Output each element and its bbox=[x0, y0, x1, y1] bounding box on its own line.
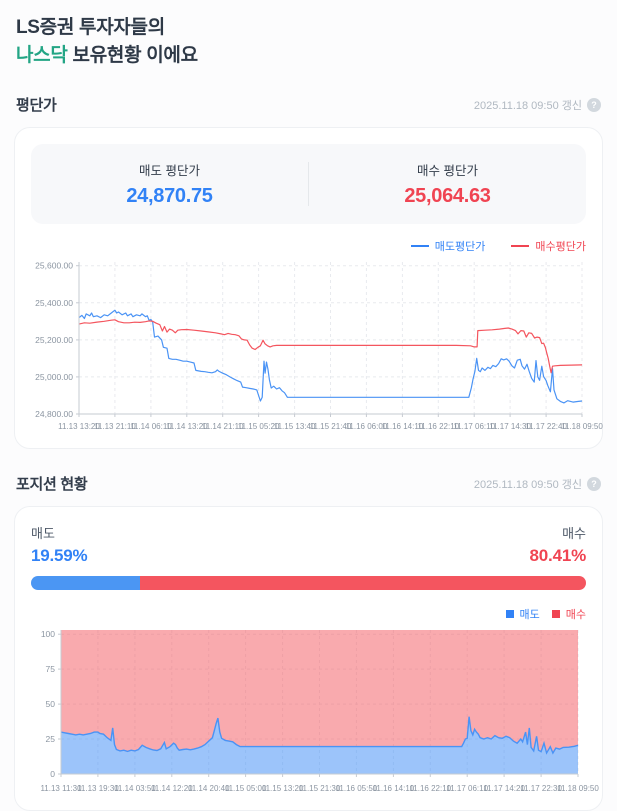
svg-text:11.15 13:20: 11.15 13:20 bbox=[262, 784, 304, 793]
svg-text:11.16 14:10: 11.16 14:10 bbox=[382, 422, 424, 431]
svg-text:11.14 12:20: 11.14 12:20 bbox=[151, 784, 193, 793]
page-title-line1: LS증권 투자자들의 bbox=[16, 17, 165, 38]
svg-text:11.14 06:10: 11.14 06:10 bbox=[130, 422, 172, 431]
page-title-market-accent: 나스닥 bbox=[16, 45, 68, 66]
section-title-position: 포지션 현황 bbox=[16, 476, 88, 493]
svg-text:11.13 19:30: 11.13 19:30 bbox=[77, 784, 119, 793]
svg-text:24,800.00: 24,800.00 bbox=[35, 409, 73, 419]
sell-ratio-segment bbox=[31, 576, 140, 590]
avg-price-summary-box: 매도 평단가 24,870.75 매수 평단가 25,064.63 bbox=[31, 144, 586, 224]
avg-price-updated: 2025.11.18 09:50 갱신 ? bbox=[474, 97, 601, 113]
svg-text:11.18 09:50: 11.18 09:50 bbox=[557, 784, 599, 793]
svg-text:11.17 14:20: 11.17 14:20 bbox=[483, 784, 525, 793]
svg-text:11.13 21:10: 11.13 21:10 bbox=[94, 422, 136, 431]
svg-text:11.17 22:40: 11.17 22:40 bbox=[525, 422, 567, 431]
svg-text:11.13 11:30: 11.13 11:30 bbox=[40, 784, 82, 793]
avg-price-card: 매도 평단가 24,870.75 매수 평단가 25,064.63 매도평단가 … bbox=[14, 127, 603, 449]
svg-text:11.17 06:10: 11.17 06:10 bbox=[446, 784, 488, 793]
sell-avg-price-label: 매도 평단가 bbox=[139, 164, 200, 178]
svg-text:11.17 14:30: 11.17 14:30 bbox=[489, 422, 531, 431]
sell-position-pct: 19.59% bbox=[31, 546, 88, 565]
svg-text:25,000.00: 25,000.00 bbox=[35, 372, 73, 382]
legend-sell-label: 매도 bbox=[519, 609, 540, 621]
position-updated: 2025.11.18 09:50 갱신 ? bbox=[474, 476, 601, 492]
svg-text:11.13 13:20: 11.13 13:20 bbox=[58, 422, 100, 431]
svg-text:25: 25 bbox=[46, 734, 56, 744]
svg-text:11.14 21:10: 11.14 21:10 bbox=[202, 422, 244, 431]
svg-text:11.14 13:20: 11.14 13:20 bbox=[166, 422, 208, 431]
legend-buy-label: 매수 bbox=[565, 609, 586, 621]
position-section-head: 포지션 현황 2025.11.18 09:50 갱신 ? bbox=[14, 473, 603, 494]
avg-price-chart-legend: 매도평단가 매수평단가 bbox=[31, 238, 586, 254]
svg-text:25,600.00: 25,600.00 bbox=[35, 261, 73, 271]
page-header: LS증권 투자자들의 나스닥 보유현황 이에요 bbox=[14, 12, 603, 70]
avg-price-updated-timestamp: 2025.11.18 09:50 갱신 bbox=[473, 99, 582, 112]
legend-item-buy-avg: 매수평단가 bbox=[511, 238, 586, 254]
buy-avg-price-label: 매수 평단가 bbox=[417, 164, 478, 178]
svg-text:11.15 21:40: 11.15 21:40 bbox=[310, 422, 352, 431]
position-chart-legend: 매도 매수 bbox=[31, 606, 586, 622]
svg-text:25,200.00: 25,200.00 bbox=[35, 335, 73, 345]
avg-price-section-head: 평단가 2025.11.18 09:50 갱신 ? bbox=[14, 94, 603, 115]
svg-text:11.14 20:40: 11.14 20:40 bbox=[188, 784, 230, 793]
sell-position-block: 매도 19.59% bbox=[31, 523, 88, 566]
svg-text:11.16 05:50: 11.16 05:50 bbox=[336, 784, 378, 793]
legend-item-sell-avg: 매도평단가 bbox=[410, 238, 486, 254]
svg-text:0: 0 bbox=[50, 769, 55, 779]
svg-text:11.16 22:10: 11.16 22:10 bbox=[409, 784, 451, 793]
svg-text:50: 50 bbox=[46, 699, 56, 709]
sell-position-label: 매도 bbox=[31, 526, 55, 541]
buy-ratio-segment bbox=[139, 576, 586, 590]
svg-text:11.15 21:30: 11.15 21:30 bbox=[299, 784, 341, 793]
svg-text:100: 100 bbox=[41, 629, 55, 639]
legend-square-icon bbox=[551, 610, 560, 618]
svg-text:75: 75 bbox=[46, 664, 56, 674]
buy-avg-price-value: 25,064.63 bbox=[404, 185, 491, 207]
svg-text:11.15 13:40: 11.15 13:40 bbox=[274, 422, 316, 431]
position-card: 매도 19.59% 매수 80.41% 매도 매수 11.13 11:30 11.… bbox=[14, 506, 603, 811]
help-icon[interactable]: ? bbox=[587, 476, 601, 491]
legend-item-sell: 매도 bbox=[505, 606, 540, 622]
legend-line-icon bbox=[410, 245, 429, 247]
vertical-divider bbox=[308, 162, 309, 206]
svg-text:11.16 06:00: 11.16 06:00 bbox=[346, 422, 388, 431]
svg-text:25,400.00: 25,400.00 bbox=[35, 298, 73, 308]
legend-item-buy: 매수 bbox=[551, 606, 586, 622]
position-pct-row: 매도 19.59% 매수 80.41% bbox=[31, 523, 586, 566]
sell-avg-price-block: 매도 평단가 24,870.75 bbox=[31, 160, 308, 208]
position-updated-timestamp: 2025.11.18 09:50 갱신 bbox=[473, 478, 582, 491]
svg-text:11.17 22:30: 11.17 22:30 bbox=[520, 784, 562, 793]
svg-text:11.16 22:10: 11.16 22:10 bbox=[417, 422, 459, 431]
buy-position-label: 매수 bbox=[562, 526, 586, 541]
legend-square-icon bbox=[505, 610, 514, 618]
buy-position-block: 매수 80.41% bbox=[529, 523, 587, 566]
help-icon[interactable]: ? bbox=[587, 97, 601, 112]
legend-line-icon bbox=[511, 245, 530, 247]
page-title-line2: 나스닥 보유현황 이에요 bbox=[16, 42, 601, 70]
legend-buy-avg-label: 매수평단가 bbox=[535, 241, 586, 253]
section-title-avg-price: 평단가 bbox=[16, 97, 57, 114]
svg-text:11.18 09:50: 11.18 09:50 bbox=[561, 422, 603, 431]
sell-avg-price-value: 24,870.75 bbox=[126, 185, 213, 207]
svg-text:11.15 05:00: 11.15 05:00 bbox=[225, 784, 267, 793]
page-title-line2-rest: 보유현황 이에요 bbox=[67, 45, 199, 66]
legend-sell-avg-label: 매도평단가 bbox=[434, 241, 486, 253]
svg-text:11.17 06:10: 11.17 06:10 bbox=[453, 422, 495, 431]
buy-position-pct: 80.41% bbox=[529, 546, 587, 565]
buy-avg-price-block: 매수 평단가 25,064.63 bbox=[309, 160, 586, 208]
svg-text:11.14 03:50: 11.14 03:50 bbox=[114, 784, 156, 793]
svg-text:11.16 14:10: 11.16 14:10 bbox=[373, 784, 415, 793]
svg-text:11.15 05:20: 11.15 05:20 bbox=[238, 422, 280, 431]
position-ratio-bar bbox=[31, 576, 586, 590]
